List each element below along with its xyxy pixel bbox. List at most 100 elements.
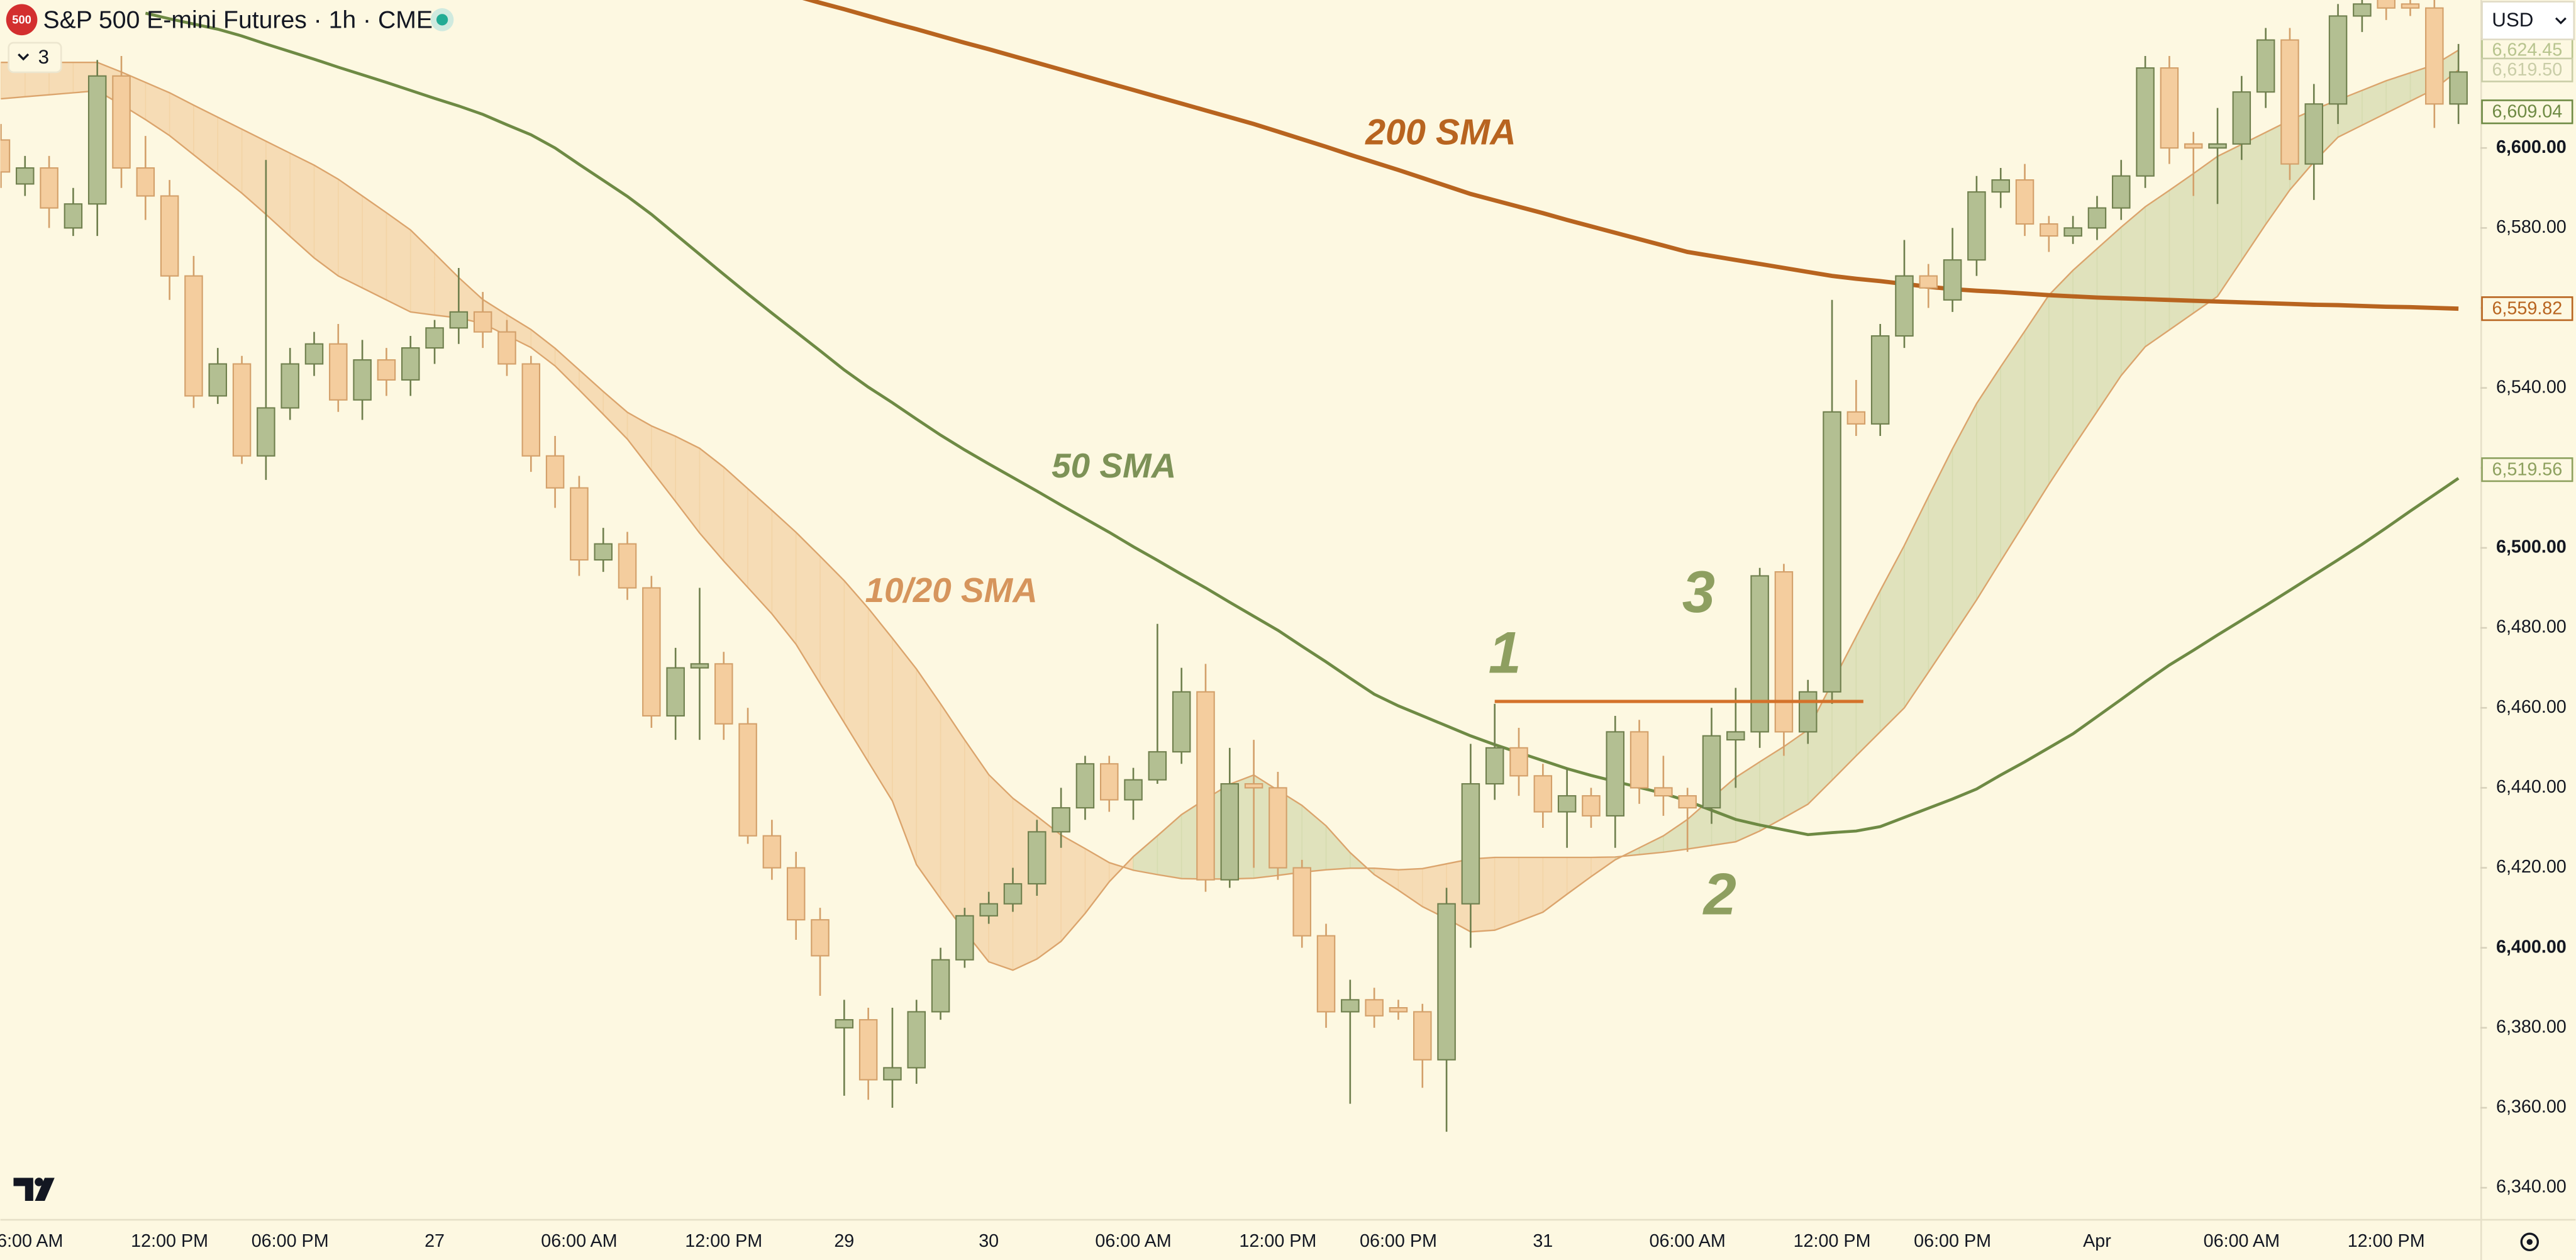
price-label-box (2481, 296, 2573, 321)
band-fill (1976, 365, 2002, 602)
y-tick-label: 6,420.00 (2496, 857, 2567, 877)
band-fill (916, 667, 941, 900)
candle-body (1244, 783, 1263, 789)
candle-body (907, 1011, 926, 1069)
annotation-1: 1 (1489, 619, 1521, 685)
plot-area (0, 0, 2468, 1132)
x-tick-label: 06:00 PM (252, 1231, 329, 1251)
candle-body (2280, 39, 2299, 165)
candle-body (1461, 783, 1480, 905)
candle-body (1870, 335, 1890, 425)
price-label: 6,559.82 (2492, 299, 2562, 319)
candle-body (570, 487, 589, 561)
annotation-50-sma: 50 SMA (1052, 446, 1176, 485)
y-tick-label: 6,380.00 (2496, 1017, 2567, 1037)
candle-body (1991, 179, 2010, 193)
price-label-box (2481, 99, 2573, 125)
candle-body (1413, 1011, 1432, 1061)
candle-body (1823, 411, 1841, 693)
currency-selector[interactable]: USD (2481, 1, 2575, 40)
market-status-dot (436, 14, 448, 26)
candle-body (858, 1019, 878, 1081)
annotation-10-20-sma: 10/20 SMA (865, 571, 1038, 610)
price-label: 6,609.04 (2492, 102, 2562, 122)
y-tick-label: 6,360.00 (2496, 1097, 2567, 1117)
candle-body (1075, 763, 1095, 809)
legend-toggle[interactable]: 3 (8, 42, 62, 74)
legend-chevron (18, 53, 30, 61)
candle-body (666, 667, 685, 717)
candle-body (1292, 867, 1311, 937)
candle-body (136, 167, 155, 197)
candle-body (714, 663, 733, 725)
x-tick-label: 31 (1533, 1231, 1553, 1251)
candle-body (2353, 3, 2372, 17)
candle-body (232, 363, 252, 457)
candle-body (2184, 143, 2203, 149)
symbol-badge (6, 4, 38, 36)
x-tick-label: 06:00 PM (1914, 1231, 1991, 1251)
candle-body (594, 543, 613, 561)
x-tick-label: 06:00 AM (1095, 1231, 1171, 1251)
band-fill (940, 702, 965, 934)
candle-body (1220, 783, 1240, 881)
candle-body (883, 1067, 902, 1081)
band-fill (988, 773, 1014, 971)
candle-body (1148, 751, 1167, 781)
candle-body (2087, 207, 2107, 229)
sma-line (145, 11, 2460, 837)
price-label-box (2481, 57, 2573, 82)
candle-body (1269, 787, 1287, 869)
candle-body (1052, 807, 1070, 833)
annotation-2: 2 (1702, 861, 1736, 927)
candle-body (2425, 7, 2444, 105)
candle-body (835, 1019, 854, 1029)
candle-body (1365, 999, 1384, 1017)
candle-body (208, 363, 228, 397)
candle-body (16, 167, 35, 185)
candle-body (2208, 143, 2227, 149)
x-tick-label: Apr (2083, 1231, 2111, 1251)
band-fill (2024, 293, 2050, 525)
y-tick-label: 6,340.00 (2496, 1177, 2567, 1197)
settings-button[interactable] (2520, 1232, 2540, 1252)
x-tick-label: 06:00 AM (1650, 1231, 1726, 1251)
candle-body (1629, 731, 1649, 789)
candle-body (1003, 883, 1023, 905)
symbol-header[interactable]: 500 S&P 500 E-mini Futures · 1h · CME (6, 4, 454, 36)
band-fill (2192, 155, 2218, 315)
x-tick-label: 06:00 AM (0, 1231, 63, 1251)
candle-body (401, 347, 420, 381)
band-fill (2000, 329, 2026, 563)
candle-body (618, 543, 637, 589)
currency-label: USD (2492, 9, 2533, 31)
tradingview-logo[interactable] (13, 1178, 55, 1201)
candle-body (1582, 795, 1601, 817)
candle-body (280, 363, 299, 409)
candle-body (377, 359, 396, 381)
candle-body (1196, 691, 1215, 881)
candle-body (2015, 179, 2035, 225)
candle-body (1798, 691, 1818, 733)
candle-body (1702, 735, 1721, 809)
candle-body (642, 587, 661, 717)
y-tick-label: 6,480.00 (2496, 617, 2567, 637)
candle-body (2304, 103, 2324, 165)
gear-center (2526, 1239, 2533, 1245)
axes: 6,340.00 6,360.00 6,380.00 6,400.00 6,420.00… (0, 38, 2573, 1251)
candle-body (2328, 15, 2348, 105)
candle-body (786, 867, 806, 921)
logo-part (13, 1178, 33, 1201)
candle-body (1028, 831, 1046, 885)
y-tick-label: 6,400.00 (2496, 937, 2567, 957)
band-fill (1494, 857, 1519, 931)
y-tick-label: 6,600.00 (2496, 137, 2567, 157)
x-tick-label: 30 (979, 1231, 999, 1251)
x-tick-label: 29 (834, 1231, 854, 1251)
symbol-badge-text: 500 (12, 13, 31, 26)
candle-body (2232, 91, 2251, 145)
band-fill (1518, 857, 1544, 922)
candle-body (40, 167, 58, 209)
candle-body (979, 903, 998, 917)
